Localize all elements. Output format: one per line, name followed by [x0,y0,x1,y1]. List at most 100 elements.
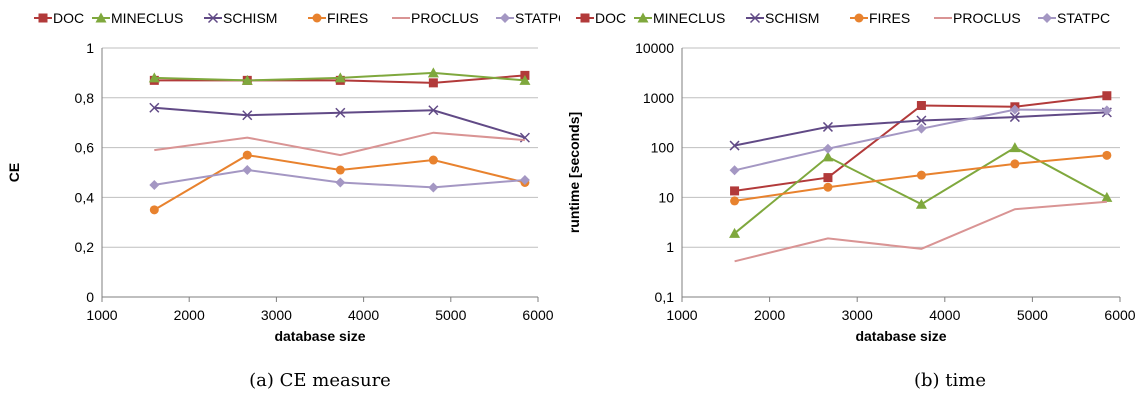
runtime-series-statpc-point [916,123,927,134]
runtime-x-tick-label: 3000 [842,307,873,323]
runtime-series-doc-point [823,173,833,183]
runtime-series-schism-point [822,121,833,132]
ce-y-axis-title: CE [6,163,22,182]
runtime-y-tick-label: 100 [651,140,675,156]
ce-x-axis-title: database size [274,328,365,344]
ce-series-schism [149,102,530,143]
runtime-x-tick-label: 1000 [666,307,697,323]
ce-x-tick-label: 6000 [522,307,553,323]
ce-legend-mineclus-symbol-marker [95,12,107,23]
runtime-legend-fires-label: FIRES [869,10,910,26]
ce-series-mineclus-point [148,72,160,83]
runtime-legend-fires-symbol-marker [854,13,864,23]
runtime-x-axis-title: database size [855,328,946,344]
runtime-series-doc-point [1102,91,1112,101]
ce-legend-doc-label: DOC [53,10,84,26]
ce-series-fires-point [242,150,252,160]
runtime-series-doc-point [916,101,926,111]
caption-ce-measure: (a) CE measure [249,370,391,391]
ce-series-statpc-point [428,182,439,193]
runtime-axes [681,48,1120,298]
runtime-y-axis-title: runtime [seconds] [566,112,582,233]
runtime-y-tick-label: 1000 [643,90,674,106]
runtime-y-tick-label: 0,1 [655,289,675,305]
runtime-series-mineclus-point [1101,191,1113,202]
ce-series-fires-point [149,205,159,215]
runtime-series-mineclus-point [729,227,741,238]
runtime-legend-mineclus-symbol-marker [637,12,649,23]
ce-legend-proclus: PROCLUS [392,10,479,26]
chart-runtime: 0,1 1 10 100 1000 10000 1000 2000 3000 4000 5000 60… [566,10,1136,344]
ce-series-proclus [154,131,525,157]
ce-gridlines [102,47,538,298]
runtime-legend-schism-symbol-marker [749,12,761,24]
runtime-legend-statpc-symbol [1038,13,1056,23]
ce-legend-doc-symbol [34,13,52,23]
runtime-x-tick-label: 5000 [1017,307,1048,323]
ce-y-tick-label: 0 [86,289,94,305]
runtime-legend-mineclus-label: MINECLUS [653,10,725,26]
ce-x-tick-label: 5000 [435,307,466,323]
ce-y-tick-label: 0,4 [75,189,95,205]
runtime-gridlines [682,47,1120,298]
ce-legend-mineclus-symbol [92,12,110,23]
ce-axes [101,48,538,298]
ce-series-schism-point [335,107,346,118]
runtime-series-doc [730,91,1112,196]
runtime-legend-statpc: STATPC [1038,10,1110,26]
ce-series-mineclus-point [519,74,531,85]
runtime-x-tick-label: 4000 [929,307,960,323]
ce-legend-schism-symbol-marker [207,12,219,24]
chart-ce-measure: 0 0,2 0,4 0,6 0,8 1 1000 2000 3000 4000 5000 6000 da… [6,10,560,344]
ce-series-schism-point [242,110,253,121]
runtime-series-mineclus [729,142,1113,238]
runtime-series-schism-point [1009,112,1020,123]
runtime-x-tick-label: 6000 [1104,307,1135,323]
ce-legend-schism-symbol [204,12,222,24]
ce-legend-schism-label: SCHISM [223,10,277,26]
runtime-series-fires-point [1010,159,1020,169]
ce-x-tick-label: 4000 [348,307,379,323]
ce-series-schism-point [149,102,160,113]
ce-y-tick-label: 0,6 [75,140,95,156]
runtime-legend-doc-label: DOC [595,10,626,26]
runtime-legend-mineclus-symbol [634,12,652,23]
runtime-series-statpc-point [729,165,740,176]
ce-y-tick-label: 0,8 [75,90,95,106]
runtime-series-fires-point [823,182,833,192]
runtime-y-tick-label: 1 [666,239,674,255]
ce-series-fires-point [335,165,345,175]
ce-series-doc-point [428,78,438,88]
runtime-series-fires-point [730,196,740,206]
ce-legend: DOC MINECLUS SCHISM FIRES PROCLUS STATPC [34,10,560,26]
ce-legend-fires-label: FIRES [327,10,368,26]
ce-legend-statpc-label: STATPC [515,10,560,26]
ce-legend-fires-symbol [308,13,326,23]
runtime-legend-mineclus: MINECLUS [634,10,725,26]
ce-series-statpc-point [335,177,346,188]
ce-series-statpc-point [149,179,160,190]
ce-legend-doc: DOC [34,10,84,26]
runtime-legend-doc: DOC [576,10,626,26]
runtime-series-fires-point [1102,150,1112,160]
ce-legend-schism: SCHISM [204,10,277,26]
ce-y-tick-label: 0,2 [75,239,95,255]
runtime-legend-statpc-symbol-marker [1042,13,1052,23]
runtime-legend-proclus: PROCLUS [934,10,1021,26]
runtime-legend-statpc-label: STATPC [1057,10,1110,26]
ce-legend-mineclus: MINECLUS [92,10,183,26]
runtime-x-tick-label: 2000 [754,307,785,323]
runtime-series-statpc-point [1009,104,1020,115]
runtime-series-statpc-point [1101,105,1112,116]
runtime-series-mineclus-point [915,198,927,209]
runtime-series-fires-point [916,170,926,180]
caption-time: (b) time [914,370,986,391]
ce-y-tick-label: 1 [86,40,94,56]
ce-series-statpc-point [519,174,530,185]
ce-legend-mineclus-label: MINECLUS [111,10,183,26]
runtime-series-mineclus-point [1009,142,1021,153]
ce-series-mineclus-point [334,72,346,83]
ce-series-mineclus [148,67,531,85]
ce-legend-statpc: STATPC [496,10,560,26]
